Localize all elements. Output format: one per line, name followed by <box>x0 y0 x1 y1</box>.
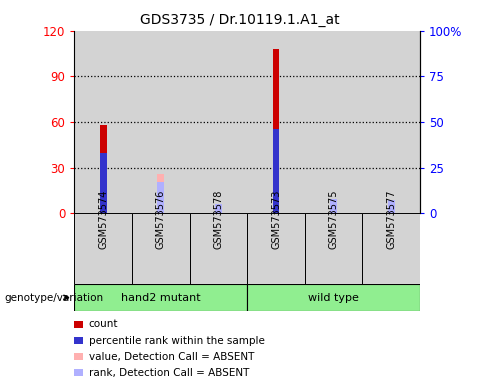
Bar <box>100 153 107 213</box>
Bar <box>157 174 164 213</box>
Text: rank, Detection Call = ABSENT: rank, Detection Call = ABSENT <box>89 368 249 378</box>
Bar <box>215 204 222 213</box>
Bar <box>247 213 305 284</box>
Bar <box>190 213 247 284</box>
Text: percentile rank within the sample: percentile rank within the sample <box>89 336 264 346</box>
Bar <box>362 31 420 213</box>
Bar <box>74 213 132 284</box>
Text: GSM573576: GSM573576 <box>156 189 166 249</box>
Bar <box>74 284 247 311</box>
Bar <box>132 213 190 284</box>
Text: GSM573573: GSM573573 <box>271 189 281 249</box>
Bar <box>74 369 83 376</box>
Bar <box>74 321 83 328</box>
Bar <box>388 200 395 213</box>
Text: wild type: wild type <box>308 293 359 303</box>
Text: GSM573578: GSM573578 <box>214 189 223 249</box>
Bar <box>362 213 420 284</box>
Text: GSM573577: GSM573577 <box>386 189 396 249</box>
Text: hand2 mutant: hand2 mutant <box>121 293 201 303</box>
Bar <box>157 182 164 213</box>
Bar <box>247 31 305 213</box>
Bar <box>273 49 279 213</box>
Bar <box>305 213 362 284</box>
Text: GDS3735 / Dr.10119.1.A1_at: GDS3735 / Dr.10119.1.A1_at <box>140 13 340 27</box>
Text: value, Detection Call = ABSENT: value, Detection Call = ABSENT <box>89 352 254 362</box>
Bar <box>74 353 83 360</box>
Bar <box>330 199 337 213</box>
Bar <box>273 129 279 213</box>
Bar <box>100 125 107 213</box>
Bar <box>388 205 395 213</box>
Bar <box>247 284 420 311</box>
Bar <box>132 31 190 213</box>
Text: genotype/variation: genotype/variation <box>5 293 104 303</box>
Bar <box>74 31 132 213</box>
Text: GSM573575: GSM573575 <box>329 189 338 249</box>
Text: count: count <box>89 319 118 329</box>
Bar <box>330 202 337 213</box>
Bar <box>74 337 83 344</box>
Text: GSM573574: GSM573574 <box>98 189 108 249</box>
Bar <box>190 31 247 213</box>
Bar <box>305 31 362 213</box>
